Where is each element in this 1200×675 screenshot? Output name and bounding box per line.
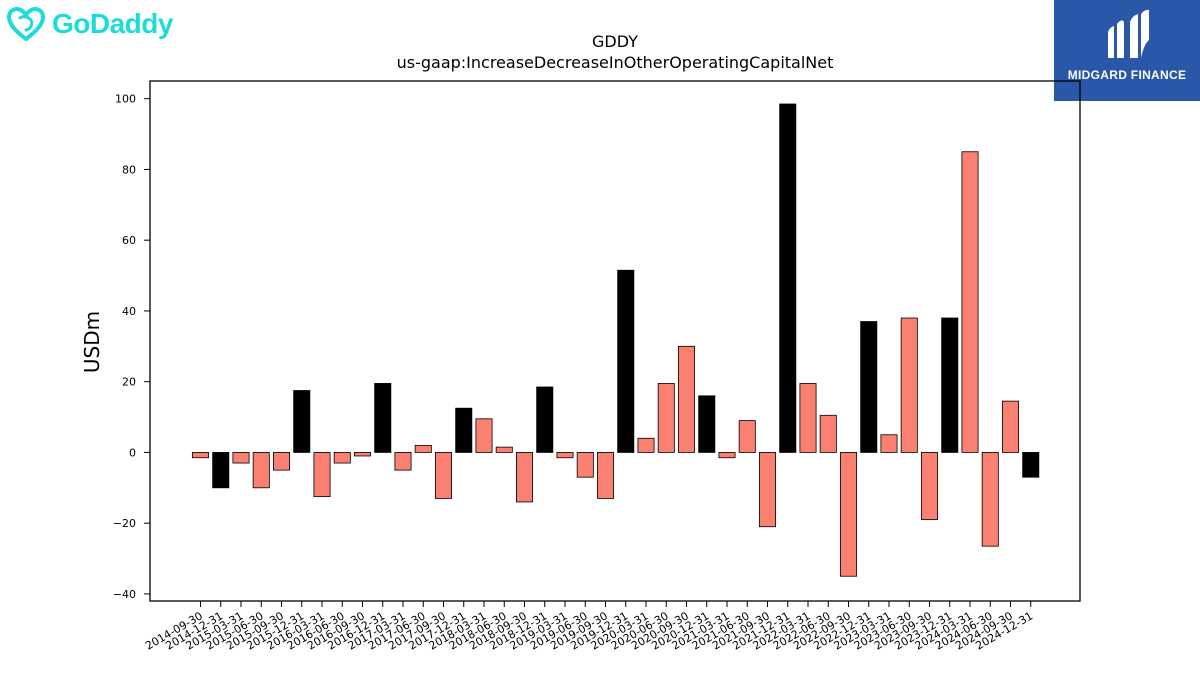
x-axis-ticks: 2014-09-302014-12-312015-03-312015-06-30…	[143, 601, 1035, 653]
bar-2021-03-31	[718, 452, 736, 459]
bar-2018-09-30	[516, 452, 534, 503]
bar-2016-03-31	[313, 452, 331, 498]
bar-2019-12-31	[617, 269, 635, 453]
bar-series	[191, 103, 1040, 577]
bar-2020-03-31	[637, 437, 655, 453]
bar-2021-09-30	[759, 452, 777, 528]
midgard-finance-logo: MIDGARD FINANCE	[1054, 0, 1200, 101]
bar-2019-06-30	[576, 452, 594, 478]
midgard-emblem-icon	[1108, 9, 1149, 58]
y-axis-ticks: −40 −20 0 20 40 60 80 100	[113, 93, 150, 601]
bar-2018-12-31	[536, 386, 554, 453]
bar-2023-12-31	[941, 317, 959, 453]
y-tick-label: 0	[129, 446, 136, 459]
bar-2017-06-30	[414, 444, 432, 453]
bar-2022-12-31	[860, 321, 878, 453]
bar-2024-09-30	[1002, 400, 1020, 453]
bar-2018-06-30	[495, 446, 513, 453]
y-axis-label: USDm	[80, 311, 104, 373]
bar-2015-09-30	[272, 452, 290, 471]
bar-2017-12-31	[455, 407, 473, 453]
chart-subtitle: us-gaap:IncreaseDecreaseInOtherOperating…	[397, 53, 834, 72]
godaddy-heart-icon	[7, 7, 45, 41]
bar-2018-03-31	[475, 418, 493, 453]
bar-2016-06-30	[333, 452, 351, 464]
bar-2017-09-30	[434, 452, 452, 499]
bar-2024-03-31	[961, 151, 979, 453]
bar-2016-12-31	[374, 383, 392, 453]
bar-2021-06-30	[738, 420, 756, 453]
bar-2014-12-31	[212, 452, 230, 489]
bar-2022-09-30	[840, 452, 858, 577]
bar-2023-09-30	[921, 452, 939, 521]
bar-2020-09-30	[678, 345, 696, 453]
y-tick-label: 40	[122, 305, 136, 318]
godaddy-wordmark: GoDaddy	[52, 8, 173, 39]
bar-2014-09-30	[191, 452, 209, 459]
bar-2019-09-30	[597, 452, 615, 499]
godaddy-logo: GoDaddy	[6, 4, 173, 44]
y-tick-label: −40	[113, 588, 136, 601]
y-tick-label: 20	[122, 376, 136, 389]
bar-2022-06-30	[819, 414, 837, 453]
bar-2015-12-31	[293, 390, 311, 453]
bar-2024-06-30	[981, 452, 999, 547]
bar-2022-03-31	[799, 383, 817, 453]
bar-2015-06-30	[252, 452, 270, 489]
y-tick-label: 100	[115, 93, 136, 106]
bar-2015-03-31	[232, 452, 250, 464]
y-tick-label: 80	[122, 163, 136, 176]
bar-2024-12-31	[1022, 452, 1040, 478]
bar-2016-09-30	[353, 452, 371, 457]
midgard-wordmark: MIDGARD FINANCE	[1067, 68, 1187, 82]
chart-title: GDDY	[592, 32, 638, 51]
plot-area-frame	[149, 80, 1081, 602]
bar-2023-03-31	[880, 434, 898, 453]
bar-2023-06-30	[900, 317, 918, 453]
y-tick-label: −20	[113, 517, 136, 530]
bar-2017-03-31	[394, 452, 412, 471]
y-tick-label: 60	[122, 234, 136, 247]
bar-2021-12-31	[779, 103, 797, 453]
bar-2020-06-30	[657, 383, 675, 453]
bar-2019-03-31	[556, 452, 574, 459]
bar-2020-12-31	[698, 395, 716, 453]
